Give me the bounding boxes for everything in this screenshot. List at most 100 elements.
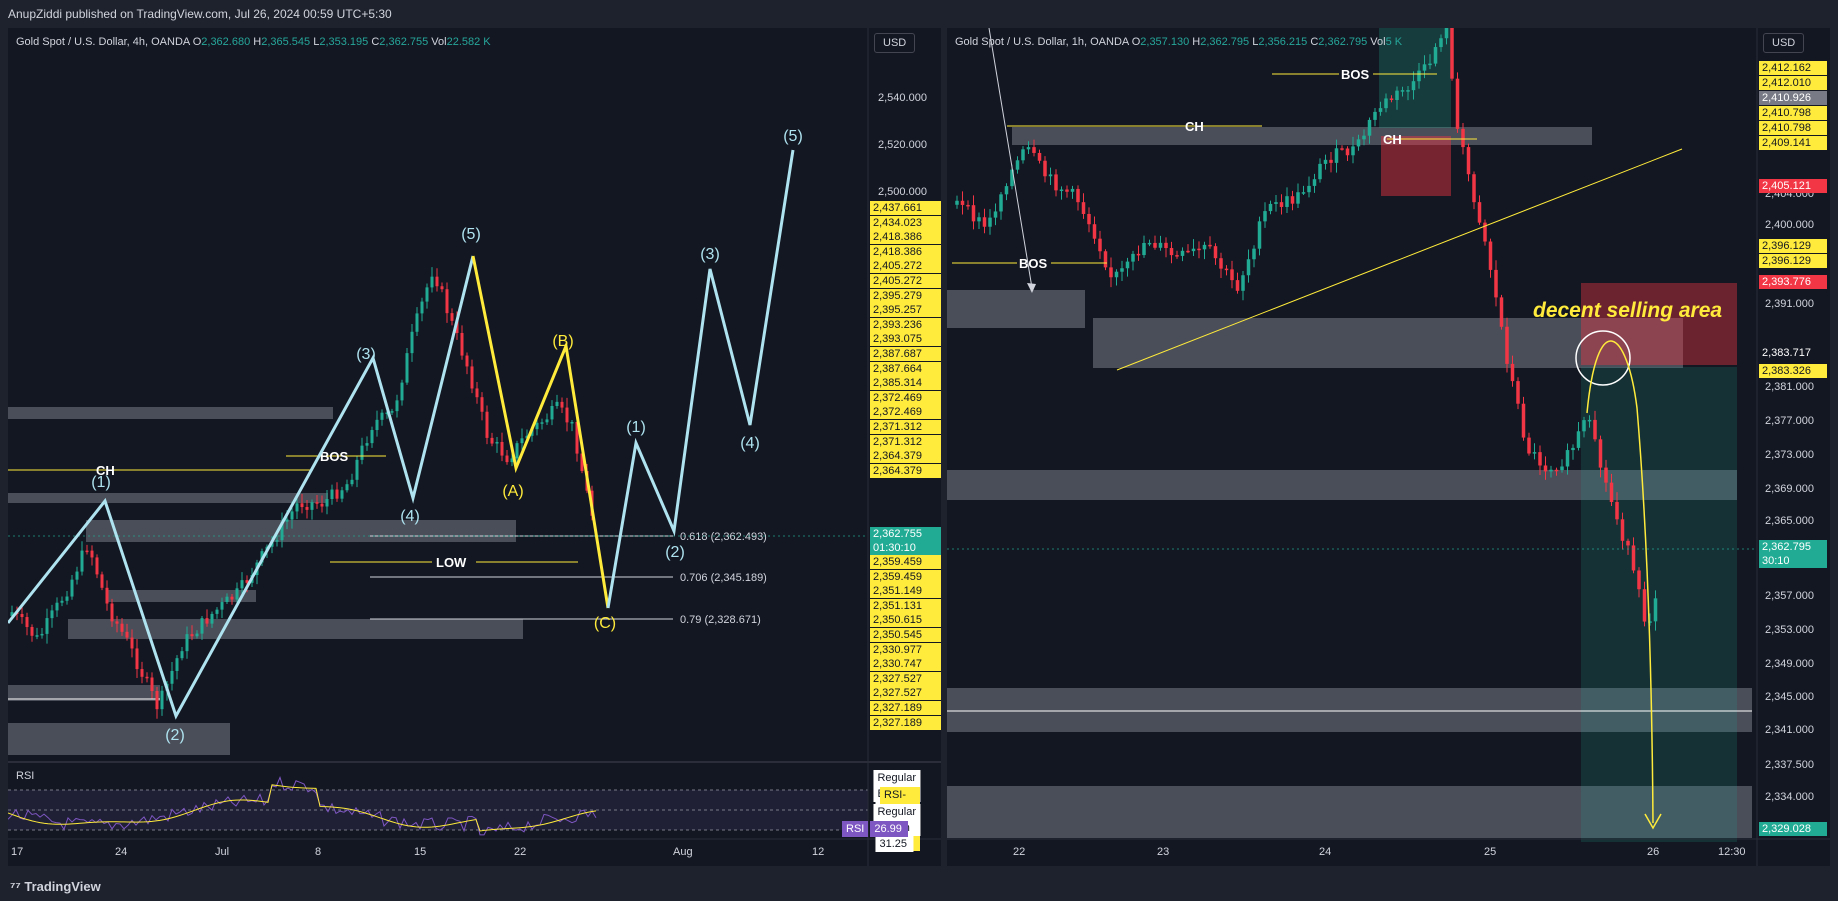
- right-candle: [1373, 111, 1377, 120]
- price-tag: 2,327.527: [870, 686, 941, 701]
- right-candle: [1565, 450, 1570, 467]
- price-tag: 2,351.131: [870, 598, 941, 613]
- left-candle: [550, 406, 554, 420]
- right-candle: [1356, 139, 1361, 147]
- y-tick-label: 2,349.000: [1765, 658, 1814, 670]
- right-candle: [1609, 482, 1614, 503]
- left-candle: [380, 412, 384, 420]
- ohlc-high: 2,365.545: [261, 36, 311, 48]
- projection-arrowhead: [1644, 813, 1662, 830]
- price-tag: 2,393.075: [870, 332, 941, 347]
- y-tick-label: 2,373.000: [1765, 449, 1814, 461]
- right-candle: [1032, 147, 1036, 153]
- right-candle: [1180, 250, 1185, 256]
- x-tick-label: 24: [1319, 846, 1331, 858]
- right-candle: [1147, 242, 1152, 245]
- price-tag: 2,330.747: [870, 657, 941, 672]
- price-tag: 2,330.977: [870, 642, 941, 657]
- projection-path: [1586, 340, 1654, 824]
- right-candle: [1400, 90, 1405, 92]
- zone-rectangle: [1093, 318, 1683, 368]
- bos-label-bg: [1339, 66, 1373, 82]
- right-candle: [988, 217, 992, 227]
- abc-correction-wave: [471, 255, 610, 609]
- left-candle: [520, 438, 524, 444]
- left-candle: [150, 677, 154, 692]
- x-tick-label: 25: [1484, 846, 1496, 858]
- right-candle: [1466, 147, 1471, 175]
- price-tag: 2,412.162: [1759, 61, 1827, 75]
- left-candle: [315, 502, 319, 504]
- right-candle: [1153, 242, 1157, 248]
- left-candle: [335, 489, 339, 499]
- right-candle: [960, 200, 965, 205]
- price-tag: 2,383.717: [1759, 346, 1827, 360]
- right-candle: [1505, 326, 1509, 364]
- right-candle: [1477, 202, 1482, 223]
- ohlc-open-label: O: [192, 36, 202, 48]
- y-tick-label: 2,369.000: [1765, 483, 1814, 495]
- left-candle: [220, 602, 224, 610]
- right-candle: [1208, 244, 1212, 247]
- price-tag: 2,372.469: [870, 405, 941, 420]
- fib-label: 0.706 (2,345.189): [680, 572, 767, 584]
- wave-label-p2: (2): [665, 544, 685, 561]
- wave-label-p4: (4): [740, 435, 760, 452]
- left-candle: [245, 580, 249, 583]
- right-candle: [1109, 267, 1113, 278]
- left-candle: [435, 276, 439, 287]
- right-candle: [1125, 261, 1130, 269]
- left-candle: [510, 458, 514, 463]
- target-zone: [1581, 367, 1737, 842]
- bos-label-left: BOS: [1019, 256, 1048, 271]
- right-candle: [1296, 192, 1300, 204]
- y-tick-label: 2,353.000: [1765, 624, 1814, 636]
- price-tag: 2,405.121: [1759, 179, 1827, 193]
- highlight-circle: [1575, 330, 1631, 386]
- symbol-title: Gold Spot / U.S. Dollar, 1h, OANDA: [955, 36, 1129, 48]
- tradingview-logo[interactable]: ⁷⁷ TradingView: [10, 879, 101, 894]
- currency-button[interactable]: USD: [874, 33, 916, 53]
- right-candle: [1450, 28, 1454, 79]
- right-candle: [1043, 160, 1047, 177]
- ch-label: CH: [96, 463, 115, 478]
- price-tag: 2,410.926: [1759, 91, 1827, 105]
- right-candle: [977, 217, 981, 222]
- left-candle: [60, 600, 64, 603]
- bos-label: BOS: [320, 449, 349, 464]
- right-candle: [1235, 280, 1240, 291]
- last-price-tag: 2,362.795: [1759, 540, 1827, 554]
- ch-label-right: CH: [1383, 132, 1402, 147]
- right-candle: [1532, 452, 1537, 454]
- rsi-legend-value: 31.25: [875, 836, 914, 852]
- ohlc-low-label: L: [1252, 36, 1259, 48]
- projected-impulse-wave: [606, 149, 795, 609]
- right-candle: [1587, 419, 1592, 422]
- price-tag: 2,393.776: [1759, 275, 1827, 289]
- right-candle: [1571, 447, 1575, 451]
- right-candle: [1488, 241, 1493, 270]
- left-candle: [495, 441, 499, 444]
- zone-rectangle: [947, 688, 1752, 732]
- zone-rectangle: [8, 407, 333, 419]
- price-tag: 2,371.312: [870, 434, 941, 449]
- right-candle: [1285, 196, 1289, 207]
- currency-button[interactable]: USD: [1763, 33, 1805, 53]
- right-candle: [1642, 589, 1647, 622]
- bos-label-top: BOS: [1341, 67, 1370, 82]
- right-candle: [1345, 148, 1350, 156]
- right-candle: [993, 211, 998, 218]
- rsi-legend-item: Regular Bearish55.04: [873, 770, 920, 818]
- left-candle: [400, 382, 404, 401]
- right-candle: [1213, 246, 1218, 259]
- right-candle: [1554, 469, 1559, 472]
- left-candle: [190, 634, 194, 637]
- chart-1h-panel[interactable]: CH CH BOS BOS decent selling area 2,404.000 2,…: [947, 28, 1830, 866]
- price-tag: 2,410.798: [1759, 121, 1827, 135]
- right-candle: [966, 204, 970, 207]
- left-candle: [210, 613, 214, 624]
- chart-4h-panel[interactable]: CH BOS LOW 0.618 (2,362.493) 0.706 (2,345.18…: [8, 28, 941, 866]
- left-candle: [85, 550, 89, 553]
